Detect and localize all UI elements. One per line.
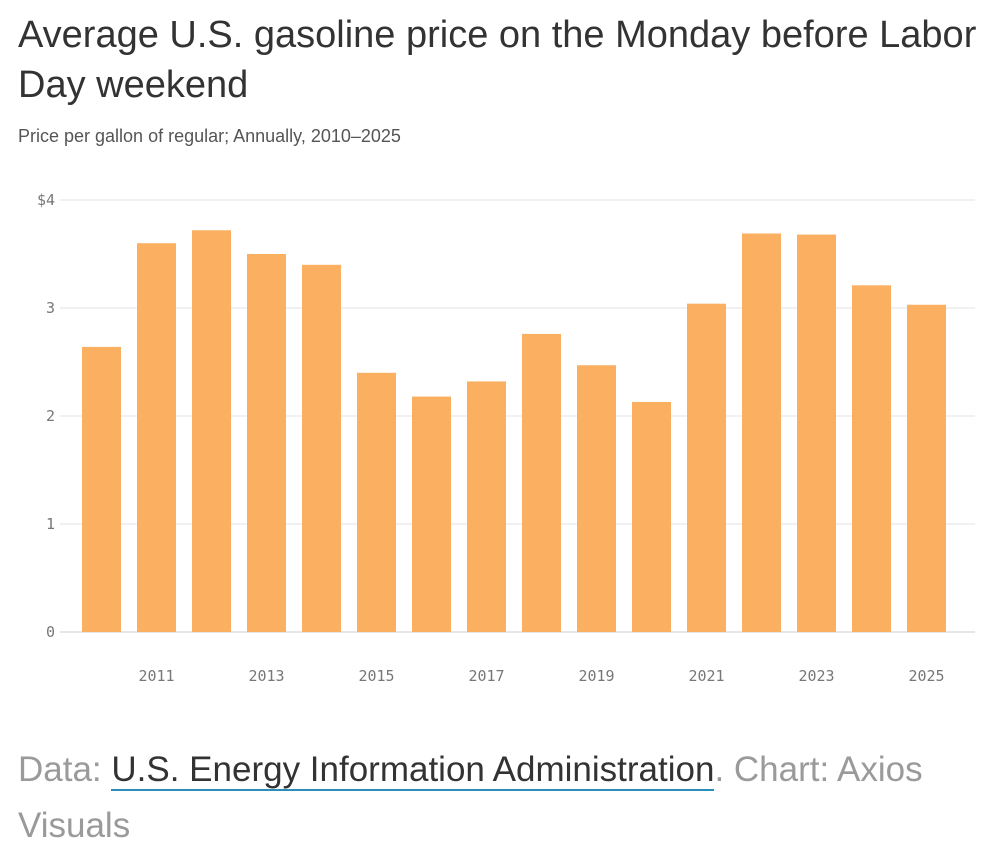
footer-data-prefix: Data: [18,750,112,789]
y-axis-labels: 0 1 2 3 $4 [37,191,55,641]
source-link[interactable]: U.S. Energy Information Administration [111,750,715,791]
bar-2024 [852,285,891,632]
x-tick-label-2015: 2015 [358,667,394,685]
x-tick-label-2017: 2017 [468,667,504,685]
x-tick-label-2021: 2021 [688,667,724,685]
chart-footer: Data: U.S. Energy Information Administra… [18,742,978,854]
bar-2012 [192,230,231,633]
footer-chart-credit: . Chart: Axios Visuals [18,750,923,845]
bar-2025 [907,304,946,632]
bar-2014 [302,264,341,632]
bar-2011 [137,243,176,632]
x-tick-label-2013: 2013 [248,667,284,685]
y-tick-label: 0 [46,623,55,641]
x-tick-label-2011: 2011 [138,667,174,685]
bar-2013 [247,254,286,632]
bar-2010 [82,346,121,632]
bar-2018 [522,333,561,632]
bars [82,230,946,633]
bar-2017 [467,381,506,632]
chart-subtitle: Price per gallon of regular; Annually, 2… [18,126,401,146]
y-tick-label: 3 [46,299,55,317]
bar-2019 [577,365,616,632]
bar-2021 [687,303,726,632]
chart-title: Average U.S. gasoline price on the Monda… [18,14,977,106]
bar-2015 [357,372,396,632]
x-tick-label-2025: 2025 [908,667,944,685]
bar-chart: 0 1 2 3 $4 2011 2013 2015 2017 2019 2021 2023 2025 [37,191,975,685]
bar-2020 [632,401,671,632]
y-tick-label: $4 [37,191,55,209]
bar-2022 [742,233,781,633]
bar-2023 [797,234,836,632]
bar-2016 [412,396,451,632]
x-axis-labels: 2011 2013 2015 2017 2019 2021 2023 2025 [138,667,944,685]
x-tick-label-2019: 2019 [578,667,614,685]
y-tick-label: 1 [46,515,55,533]
x-tick-label-2023: 2023 [798,667,834,685]
y-tick-label: 2 [46,407,55,425]
